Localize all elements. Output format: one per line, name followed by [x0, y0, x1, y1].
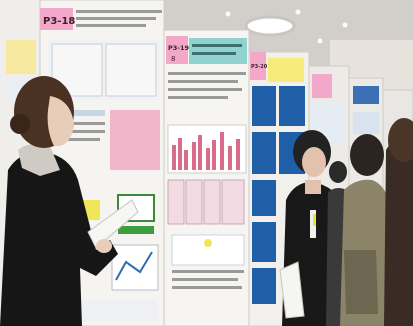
blue-panel	[252, 268, 276, 304]
scarf	[18, 143, 60, 176]
ceiling-spotlight	[225, 11, 231, 17]
teal-title-banner	[189, 38, 247, 64]
blue-panel	[252, 86, 276, 126]
poster-b: P3-19 8	[163, 29, 250, 326]
poster-number-c: P3-20	[251, 64, 268, 70]
blue-panel	[252, 222, 276, 262]
handbag	[344, 250, 378, 314]
pink-table	[110, 110, 160, 170]
ceiling-spotlight	[317, 38, 323, 44]
blue-panel	[252, 180, 276, 216]
small-charts-row	[167, 179, 245, 225]
blue-panel	[252, 132, 276, 174]
paper-handout	[87, 199, 139, 249]
person-right-listener	[340, 134, 392, 326]
face	[47, 96, 74, 147]
ceiling-spotlight	[342, 22, 348, 28]
ceiling-spotlight	[295, 9, 301, 15]
face	[302, 147, 326, 177]
paper-handout	[279, 261, 305, 319]
person-far-right	[384, 118, 413, 326]
poster-number-a: P3-18	[43, 16, 75, 27]
person-left-presenter	[0, 76, 139, 326]
hair	[350, 134, 384, 176]
bar-chart-graphic	[167, 124, 247, 174]
hand	[96, 239, 112, 253]
poster-number-b: P3-19	[168, 44, 190, 52]
poster-number-tag	[40, 8, 73, 30]
blue-panel	[279, 86, 305, 126]
ceiling-light	[244, 15, 296, 37]
poster-number-b-extra: 8	[171, 55, 175, 63]
